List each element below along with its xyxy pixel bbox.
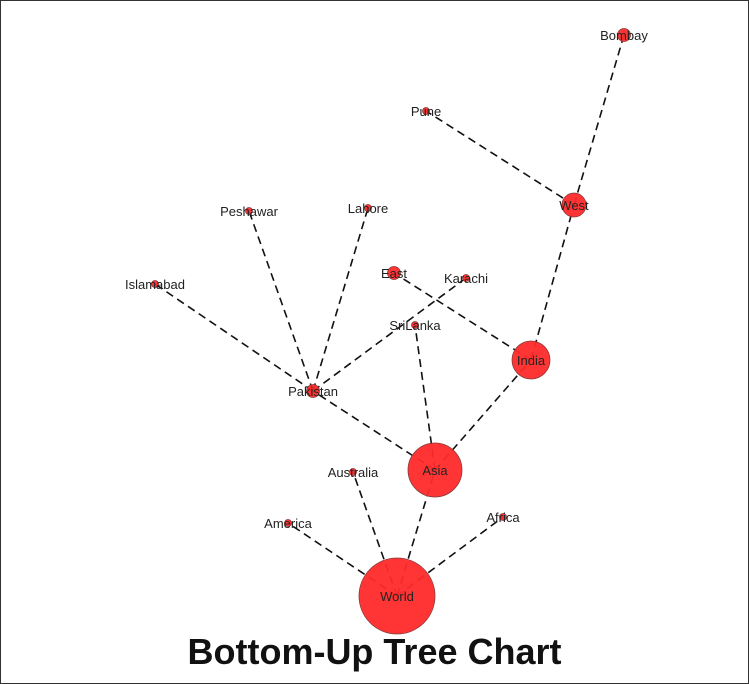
node-label-australia: Australia bbox=[328, 465, 379, 480]
node-label-asia: Asia bbox=[422, 463, 448, 478]
node-bombay bbox=[617, 28, 631, 42]
node-label-lahore: Lahore bbox=[348, 201, 388, 216]
node-world bbox=[358, 557, 436, 635]
node-srilanka bbox=[411, 321, 419, 329]
edge-world-africa bbox=[396, 516, 504, 597]
edge-india-west bbox=[530, 204, 575, 361]
node-label-islamabad: Islamabad bbox=[125, 277, 185, 292]
node-pune bbox=[422, 107, 430, 115]
node-label-pakistan: Pakistan bbox=[288, 384, 338, 399]
edge-pakistan-lahore bbox=[312, 207, 369, 392]
edge-world-australia bbox=[352, 471, 398, 597]
node-label-india: India bbox=[517, 353, 546, 368]
node-label-east: East bbox=[381, 266, 407, 281]
labels-layer: World Asia India West Pakistan Bombay Pune East… bbox=[125, 28, 648, 604]
node-label-karachi: Karachi bbox=[444, 271, 488, 286]
edge-pakistan-peshawar bbox=[248, 210, 314, 392]
edge-asia-india bbox=[434, 359, 532, 471]
node-west bbox=[561, 192, 587, 218]
node-label-bombay: Bombay bbox=[600, 28, 648, 43]
chart-title: Bottom-Up Tree Chart bbox=[187, 631, 562, 672]
node-india bbox=[511, 340, 551, 380]
node-peshawar bbox=[245, 207, 253, 215]
node-islamabad bbox=[151, 280, 159, 288]
node-pakistan bbox=[306, 384, 320, 398]
node-asia bbox=[407, 442, 463, 498]
edge-asia-srilanka bbox=[414, 324, 436, 471]
edge-west-bombay bbox=[573, 34, 625, 206]
edge-world-america bbox=[287, 522, 398, 597]
node-karachi bbox=[462, 274, 470, 282]
nodes-layer bbox=[151, 28, 631, 635]
node-label-africa: Africa bbox=[486, 510, 520, 525]
edge-pakistan-karachi bbox=[312, 277, 467, 392]
node-label-peshawar: Peshawar bbox=[220, 204, 278, 219]
edges-layer bbox=[154, 34, 625, 597]
node-label-pune: Pune bbox=[411, 104, 441, 119]
node-lahore bbox=[364, 204, 372, 212]
node-label-america: America bbox=[264, 516, 312, 531]
edge-west-pune bbox=[425, 110, 575, 206]
edge-pakistan-islamabad bbox=[154, 283, 314, 392]
node-australia bbox=[349, 468, 357, 476]
node-label-world: World bbox=[380, 589, 414, 604]
node-america bbox=[284, 519, 292, 527]
edge-asia-pakistan bbox=[312, 390, 436, 471]
node-label-west: West bbox=[559, 198, 589, 213]
edge-india-east bbox=[393, 272, 532, 361]
node-east bbox=[387, 266, 401, 280]
node-africa bbox=[499, 513, 507, 521]
node-label-srilanka: SriLanka bbox=[389, 318, 441, 333]
